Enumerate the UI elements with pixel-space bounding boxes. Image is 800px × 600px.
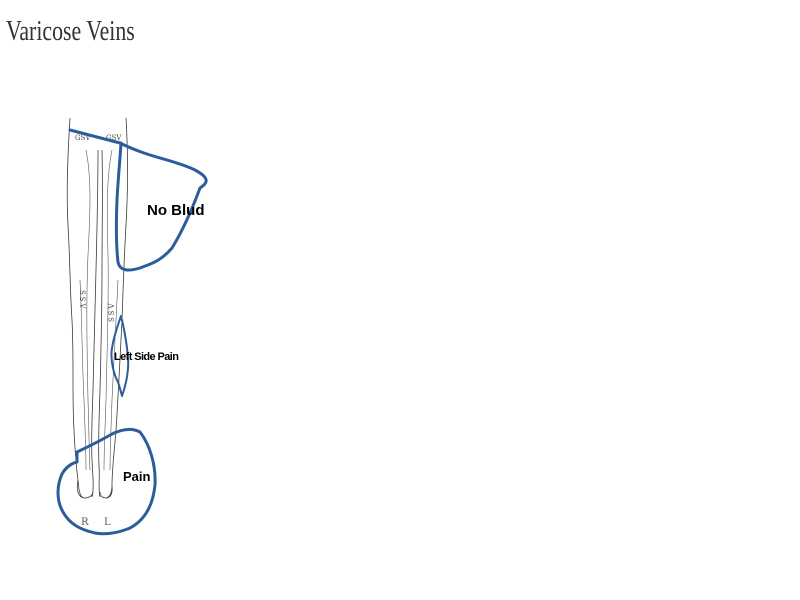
- side-label-right: R: [81, 517, 89, 528]
- page-title: Varicose Veins: [6, 16, 135, 47]
- vein-label-ssv-right: SSV: [78, 290, 86, 311]
- left-leg-outer-contour: [105, 117, 128, 499]
- left-foot: [99, 485, 113, 499]
- vein-label-ssv-left: SSV: [108, 301, 116, 322]
- right-ssv-vein: [79, 279, 87, 471]
- left-ssv-vein: [109, 279, 119, 471]
- annotation-no-blud-label: No Blud: [147, 202, 205, 219]
- annotation-no-blud-outline: [68, 128, 208, 272]
- left-gsv-vein: [103, 149, 113, 471]
- annotation-pain-outline: [56, 428, 157, 536]
- right-foot: [76, 479, 94, 499]
- right-gsv-vein: [85, 149, 91, 471]
- side-label-left: L: [104, 517, 111, 528]
- vein-label-gsv-left: GSV: [106, 134, 122, 142]
- annotation-pain-label: Pain: [123, 469, 151, 484]
- annotation-left-side-pain-outline: [110, 315, 130, 397]
- left-leg-inner-contour: [98, 149, 103, 498]
- annotation-left-side-pain-label: Left Side Pain: [114, 351, 179, 363]
- legs-outline: [66, 117, 128, 499]
- vein-label-gsv-right: GSV: [75, 134, 91, 142]
- right-leg-inner-contour: [91, 149, 99, 498]
